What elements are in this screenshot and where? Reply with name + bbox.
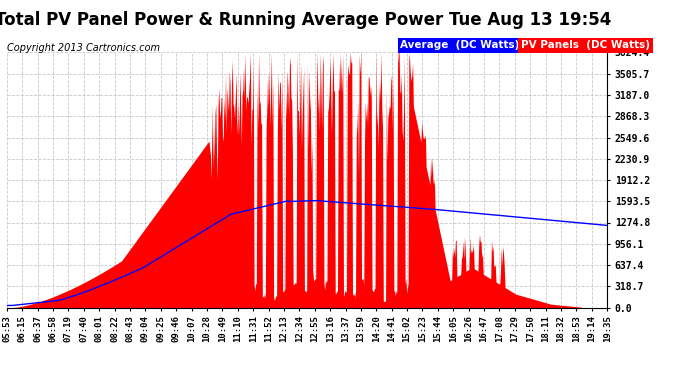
Text: Average  (DC Watts): Average (DC Watts) xyxy=(400,40,520,51)
Text: PV Panels  (DC Watts): PV Panels (DC Watts) xyxy=(521,40,650,51)
Text: Copyright 2013 Cartronics.com: Copyright 2013 Cartronics.com xyxy=(7,43,160,53)
Text: Total PV Panel Power & Running Average Power Tue Aug 13 19:54: Total PV Panel Power & Running Average P… xyxy=(0,11,612,29)
